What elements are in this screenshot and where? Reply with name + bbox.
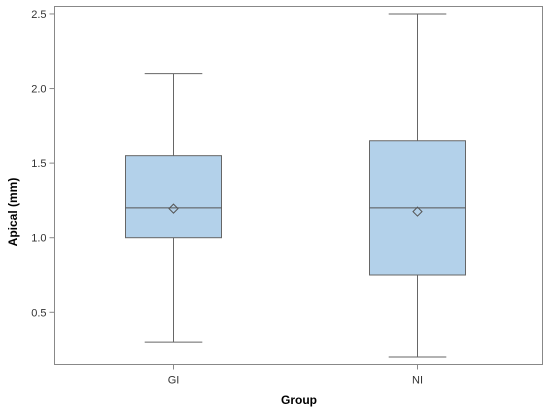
x-axis-title: Group (281, 393, 317, 407)
x-tick-label: GI (168, 375, 180, 387)
iqr-box (125, 155, 222, 239)
x-axis: GI NI (168, 364, 423, 387)
boxes (125, 13, 466, 358)
y-axis: 0.5 1.0 1.5 2.0 2.5 (31, 9, 55, 319)
y-tick-label: 1.5 (31, 158, 46, 170)
mean-marker (412, 206, 423, 217)
y-tick-label: 2.0 (31, 84, 46, 96)
y-tick-label: 1.0 (31, 233, 46, 245)
mean-marker (168, 203, 179, 214)
y-tick-label: 0.5 (31, 307, 46, 319)
plot-frame (54, 6, 543, 365)
y-axis-title: Apical (mm) (6, 178, 20, 247)
y-tick-label: 2.5 (31, 9, 46, 21)
x-tick-label: NI (412, 375, 423, 387)
